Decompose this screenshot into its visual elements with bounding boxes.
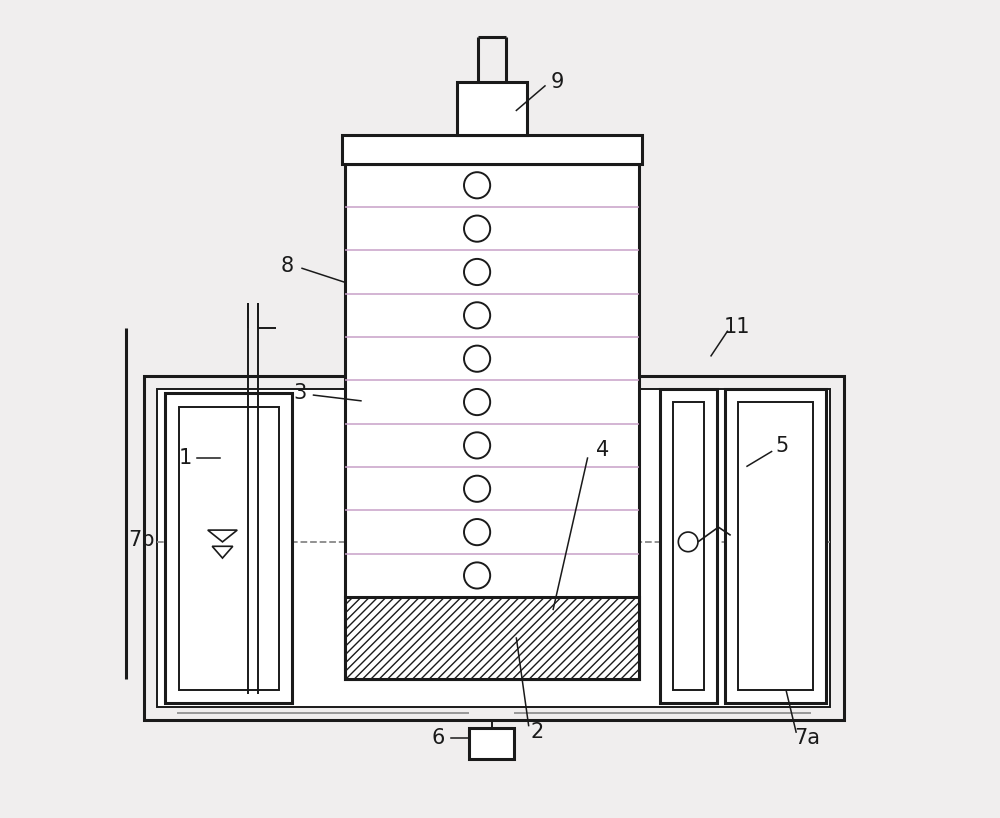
Bar (179, 407, 279, 690)
Bar (345, 597, 639, 679)
Bar (660, 389, 717, 703)
Text: 2: 2 (530, 722, 543, 742)
Text: 3: 3 (293, 383, 306, 402)
Text: 1: 1 (178, 448, 192, 468)
Text: 9: 9 (551, 72, 564, 92)
Text: 7b: 7b (128, 530, 155, 550)
Bar (342, 135, 642, 164)
Bar (469, 728, 514, 759)
Bar (157, 389, 830, 707)
Bar (738, 402, 813, 690)
Text: 5: 5 (776, 436, 789, 456)
Bar (457, 82, 527, 135)
Bar (144, 376, 844, 720)
Text: 8: 8 (281, 256, 294, 276)
Bar (725, 389, 826, 703)
Text: 11: 11 (724, 317, 750, 337)
Text: 4: 4 (596, 440, 609, 460)
Bar (165, 393, 292, 703)
Text: 6: 6 (432, 728, 445, 748)
Text: 7a: 7a (794, 728, 820, 748)
Bar (673, 402, 704, 690)
Bar (345, 164, 639, 679)
